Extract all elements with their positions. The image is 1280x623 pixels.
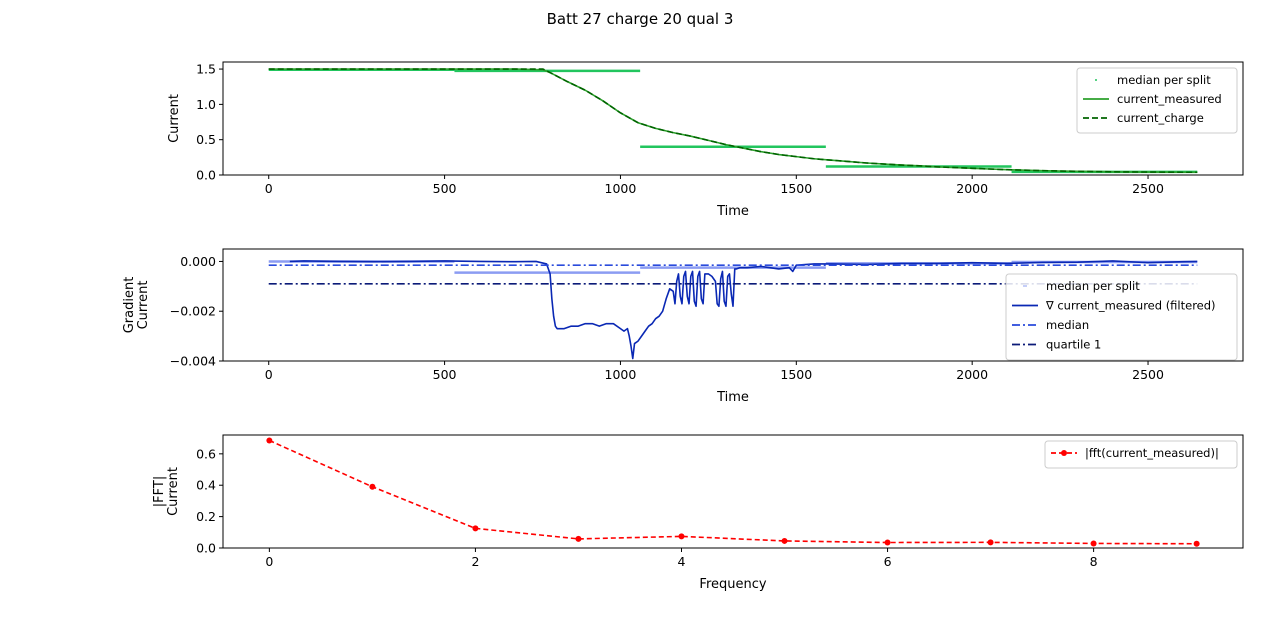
axes-frame: [222, 248, 1244, 362]
axes-frame: [222, 434, 1244, 549]
x-tick-label: 2500: [1132, 181, 1164, 196]
y-axis-label: GradientCurrent: [122, 277, 151, 334]
axes-frame: [222, 61, 1244, 176]
legend-marker: [1095, 79, 1097, 81]
series-current-measured-filtered: [289, 260, 1198, 360]
series-median-per-split: [268, 68, 1198, 174]
x-tick-label: 0: [265, 181, 273, 196]
subplot-fft: 0 2 4 6 8 0.0 0.2 0.4 0.6 Frequency |FFT|Current |f…: [152, 434, 1244, 592]
y-tick-label: 1.5: [196, 62, 216, 77]
figure-title: Batt 27 charge 20 qual 3: [547, 10, 734, 28]
y-axis-label: |FFT|Current: [152, 467, 181, 516]
y-tick-label: 0.6: [196, 446, 216, 461]
x-tick-label: 500: [433, 181, 457, 196]
x-tick-label: 2000: [956, 181, 988, 196]
legend-label: median per split: [1046, 279, 1140, 293]
series-fft-current-measured: [269, 439, 1197, 545]
x-axis-label: Time: [716, 390, 749, 405]
y-tick-label: 0.2: [196, 509, 216, 524]
y-tick-label: −0.002: [170, 304, 216, 319]
subplot-current: 0 500 1000 1500 2000 2500 0.0 0.5 1.0 1.5 Time Curr…: [167, 61, 1244, 219]
legend-label: ∇ current_measured (filtered): [1045, 299, 1216, 313]
legend-box: [1076, 67, 1238, 134]
plot-area: [268, 68, 1198, 174]
x-tick-label: 1000: [605, 181, 637, 196]
x-tick-label: 0: [265, 554, 273, 569]
x-tick-label: 1500: [780, 367, 812, 382]
data-point: [884, 539, 891, 546]
legend-label: current_charge: [1117, 111, 1204, 125]
x-tick-label: 1500: [780, 181, 812, 196]
x-tick-label: 2: [471, 554, 479, 569]
x-tick-label: 0: [265, 367, 273, 382]
data-point: [678, 533, 685, 540]
legend-marker: [1061, 450, 1067, 456]
legend-box: [1005, 273, 1238, 361]
y-tick-label: 1.0: [196, 97, 216, 112]
data-point: [987, 539, 994, 546]
data-point: [575, 535, 582, 542]
x-tick-label: 500: [433, 367, 457, 382]
data-point: [266, 437, 273, 444]
legend-box: [1044, 440, 1238, 469]
legend: median per split ∇ current_measured (filt…: [1005, 273, 1238, 361]
legend: median per split current_measured current_…: [1076, 67, 1238, 134]
x-tick-label: 2500: [1132, 367, 1164, 382]
data-point: [781, 537, 788, 544]
legend-label: median per split: [1117, 73, 1211, 87]
y-tick-label: 0.4: [196, 478, 216, 493]
x-tick-label: 6: [884, 554, 892, 569]
legend-label: |fft(current_measured)|: [1085, 446, 1219, 460]
legend-label: current_measured: [1117, 92, 1222, 106]
legend-label: quartile 1: [1046, 338, 1101, 352]
data-point: [1090, 540, 1097, 547]
x-axis-label: Frequency: [699, 577, 766, 592]
x-tick-label: 1000: [605, 367, 637, 382]
x-tick-label: 8: [1090, 554, 1098, 569]
data-point: [369, 483, 376, 490]
y-axis-label: Current: [167, 94, 182, 143]
legend-label: median: [1046, 318, 1089, 332]
data-point: [1193, 540, 1200, 547]
data-point: [472, 525, 479, 532]
x-tick-label: 2000: [956, 367, 988, 382]
series-current-measured: [268, 68, 1198, 174]
y-tick-label: 0.0: [196, 541, 216, 556]
y-tick-label: 0.5: [196, 132, 216, 147]
x-tick-label: 4: [678, 554, 686, 569]
x-axis-label: Time: [716, 204, 749, 219]
series-current-charge: [268, 68, 1198, 174]
plot-area: [266, 437, 1200, 547]
y-tick-label: −0.004: [170, 354, 216, 369]
y-tick-label: 0.0: [196, 168, 216, 183]
legend: |fft(current_measured)|: [1044, 440, 1238, 469]
subplot-gradient: 0 500 1000 1500 2000 2500 0.000 −0.002 −0.004 Tim…: [122, 248, 1244, 405]
y-tick-label: 0.000: [180, 254, 216, 269]
